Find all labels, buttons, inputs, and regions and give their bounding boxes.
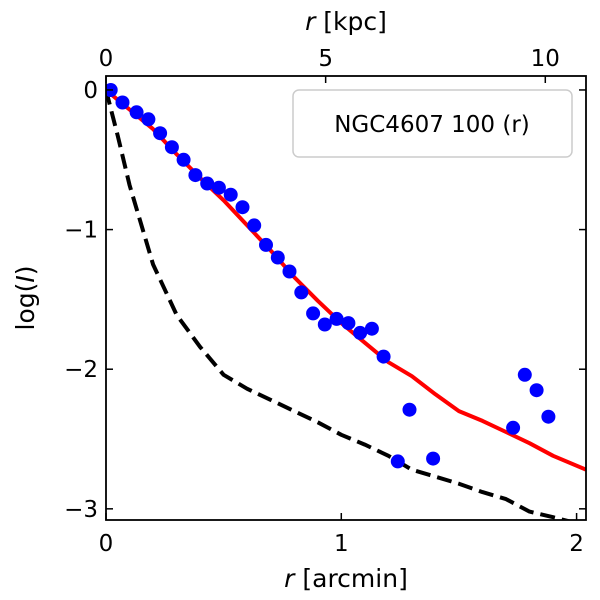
data-point — [329, 311, 344, 326]
legend-label: NGC4607 100 (r) — [334, 112, 530, 138]
series-layer — [106, 83, 586, 520]
top-x-axis-label-unit: [kpc] — [315, 7, 387, 36]
x-axis-label-unit: [arcmin] — [294, 564, 407, 593]
ticks-layer: 0 1 2 0 5 10 0 −1 −2 −3 — [64, 46, 586, 557]
y-tick-label: −1 — [64, 218, 98, 244]
data-point — [426, 451, 441, 466]
x-tick-label: 2 — [569, 531, 584, 557]
y-axis-label-var: I — [11, 275, 40, 282]
data-point — [390, 454, 405, 469]
legend-box — [292, 89, 573, 158]
data-point — [247, 218, 262, 233]
y-axis-label-prefix: log( — [11, 283, 40, 331]
data-point — [402, 402, 417, 417]
data-point — [223, 187, 238, 202]
data-point — [541, 409, 556, 424]
top-x-tick-label: 0 — [99, 46, 114, 72]
top-x-axis-label: r [kpc] — [305, 7, 387, 36]
top-x-tick-label: 10 — [531, 46, 560, 72]
data-point — [317, 317, 332, 332]
data-point — [211, 180, 226, 195]
data-point — [188, 168, 203, 183]
data-point — [259, 237, 273, 252]
plot-frame — [105, 75, 587, 521]
y-axis-label: log(I) — [11, 265, 40, 330]
data-point — [141, 112, 156, 127]
data-point — [176, 152, 191, 167]
data-point — [529, 383, 544, 398]
y-tick-label: 0 — [83, 78, 98, 104]
data-point — [341, 316, 356, 331]
y-axis-label-suffix: ) — [11, 265, 40, 275]
data-point — [270, 250, 285, 265]
data-point — [364, 321, 379, 336]
data-point — [306, 306, 321, 321]
y-tick-label: −3 — [64, 497, 98, 523]
data-point — [353, 325, 368, 340]
x-tick-label: 0 — [99, 531, 114, 557]
data-point — [200, 176, 215, 191]
x-tick-label: 1 — [334, 531, 349, 557]
y-tick-label: −2 — [64, 357, 98, 383]
data-point — [294, 285, 309, 300]
data-point — [115, 95, 130, 110]
data-point — [235, 200, 250, 215]
x-axis-label: r [arcmin] — [284, 564, 408, 593]
data-point — [282, 264, 297, 279]
psf-dashed-line — [106, 89, 573, 520]
legend: NGC4607 100 (r) — [292, 89, 573, 158]
x-axis-label-var: r — [284, 564, 296, 593]
data-point — [517, 367, 532, 382]
top-x-tick-label: 5 — [318, 46, 333, 72]
data-point — [153, 126, 168, 141]
data-point — [164, 140, 179, 155]
data-point — [506, 420, 521, 435]
data-point — [376, 349, 391, 364]
top-x-axis-label-var: r — [305, 7, 317, 36]
data-point — [129, 105, 144, 120]
